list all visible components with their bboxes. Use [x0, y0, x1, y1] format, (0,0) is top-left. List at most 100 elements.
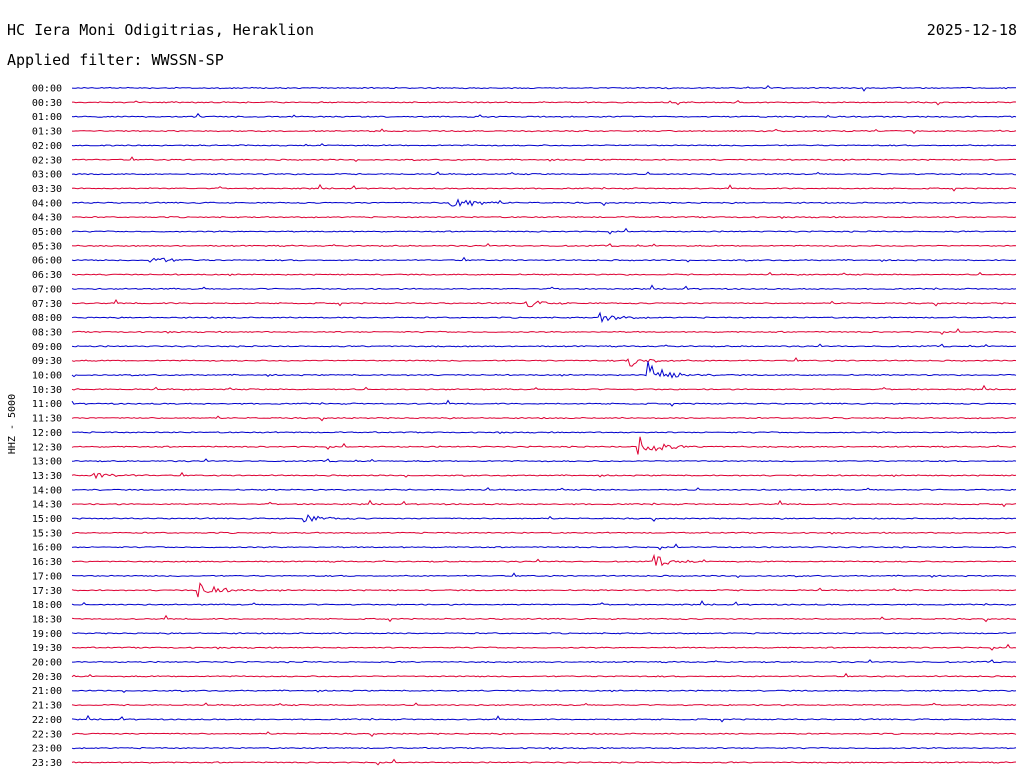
trace-line	[71, 215, 1017, 219]
row-time-label: 23:00	[32, 744, 62, 755]
trace-line	[71, 553, 1017, 567]
trace-line	[71, 156, 1017, 163]
row-time-label: 17:00	[32, 571, 62, 582]
row-time-label: 22:00	[32, 715, 62, 726]
row-time-label: 19:00	[32, 629, 62, 640]
row-time-label: 01:30	[32, 127, 62, 138]
trace-line	[71, 731, 1017, 738]
row-time-label: 06:00	[32, 256, 62, 267]
trace-line	[71, 572, 1017, 579]
trace-line	[72, 128, 1017, 135]
trace-line	[71, 84, 1017, 92]
trace-line	[71, 361, 1017, 379]
row-time-label: 09:30	[32, 356, 62, 367]
y-axis-label: HHZ - 5000	[7, 394, 18, 454]
row-time-label: 20:00	[32, 658, 62, 669]
row-time-label: 19:30	[32, 643, 62, 654]
row-time-label: 18:00	[32, 600, 62, 611]
trace-line	[71, 343, 1016, 348]
trace-line	[71, 643, 1017, 651]
row-time-label: 13:00	[32, 457, 62, 468]
row-time-label: 11:00	[32, 399, 62, 410]
row-time-label: 18:30	[32, 614, 62, 625]
row-time-label: 08:30	[32, 327, 62, 338]
trace-line	[71, 112, 1017, 118]
row-time-label: 02:30	[32, 155, 62, 166]
row-time-label: 00:00	[32, 84, 62, 95]
row-time-label: 16:00	[32, 543, 62, 554]
trace-line	[71, 543, 1017, 551]
row-time-label: 00:30	[32, 98, 62, 109]
trace-line	[71, 689, 1017, 693]
trace-line	[71, 758, 1017, 766]
trace-line	[71, 499, 1017, 508]
row-time-label: 10:30	[32, 385, 62, 396]
trace-line	[72, 271, 1017, 277]
trace-line	[71, 431, 1017, 435]
row-time-label: 13:30	[32, 471, 62, 482]
row-time-label: 10:00	[32, 371, 62, 382]
trace-line	[71, 198, 1017, 207]
trace-line	[71, 531, 1016, 535]
trace-line	[71, 183, 1017, 192]
trace-line	[71, 600, 1017, 606]
row-time-label: 12:30	[32, 442, 62, 453]
trace-line	[71, 702, 1017, 707]
row-time-label: 22:30	[32, 729, 62, 740]
trace-line	[71, 582, 1017, 598]
trace-line	[71, 311, 1017, 324]
trace-line	[71, 171, 1017, 176]
row-time-label: 03:00	[32, 170, 62, 181]
trace-line	[71, 256, 1017, 263]
trace-line	[71, 415, 1017, 422]
trace-line	[71, 227, 1017, 235]
trace-line	[71, 328, 1017, 336]
trace-line	[71, 714, 1017, 723]
trace-line	[71, 399, 1017, 407]
trace-line	[71, 514, 1017, 523]
row-time-label: 09:00	[32, 342, 62, 353]
trace-line	[71, 632, 1017, 635]
trace-line	[71, 746, 1017, 750]
trace-line	[71, 436, 1017, 455]
row-time-label: 21:30	[32, 701, 62, 712]
row-time-label: 11:30	[32, 414, 62, 425]
row-time-label: 03:30	[32, 184, 62, 195]
row-time-label: 07:30	[32, 299, 62, 310]
row-time-label: 08:00	[32, 313, 62, 324]
station-title: HC Iera Moni Odigitrias, Heraklion	[7, 21, 315, 39]
trace-line	[71, 143, 1016, 147]
row-time-label: 20:30	[32, 672, 62, 683]
date-label: 2025-12-18	[926, 21, 1017, 39]
filter-label: Applied filter: WWSSN-SP	[7, 51, 224, 69]
row-time-label: 14:00	[32, 485, 62, 496]
trace-line	[71, 242, 1017, 248]
row-time-label: 02:00	[32, 141, 62, 152]
row-time-label: 05:00	[32, 227, 62, 238]
row-time-label: 06:30	[32, 270, 62, 281]
row-time-label: 04:00	[32, 198, 62, 209]
row-time-label: 21:00	[32, 686, 62, 697]
trace-line	[72, 100, 1017, 106]
trace-line	[71, 672, 1017, 678]
row-time-label: 16:30	[32, 557, 62, 568]
row-time-label: 23:30	[32, 758, 62, 769]
trace-line	[71, 458, 1017, 463]
row-time-label: 05:30	[32, 241, 62, 252]
trace-line	[71, 384, 1017, 391]
row-time-label: 12:00	[32, 428, 62, 439]
trace-line	[71, 299, 1017, 308]
trace-line	[71, 357, 1017, 367]
trace-line	[71, 614, 1017, 623]
trace-rows: 00:00 00:30 01:00 01:30 02:00 02:30 03:00 03:30…	[32, 84, 1017, 769]
trace-line	[71, 284, 1017, 291]
trace-line	[71, 487, 1017, 492]
row-time-label: 17:30	[32, 586, 62, 597]
trace-line	[71, 471, 1017, 480]
row-time-label: 15:00	[32, 514, 62, 525]
row-time-label: 15:30	[32, 528, 62, 539]
row-time-label: 14:30	[32, 500, 62, 511]
row-time-label: 01:00	[32, 112, 62, 123]
trace-line	[72, 659, 1017, 664]
